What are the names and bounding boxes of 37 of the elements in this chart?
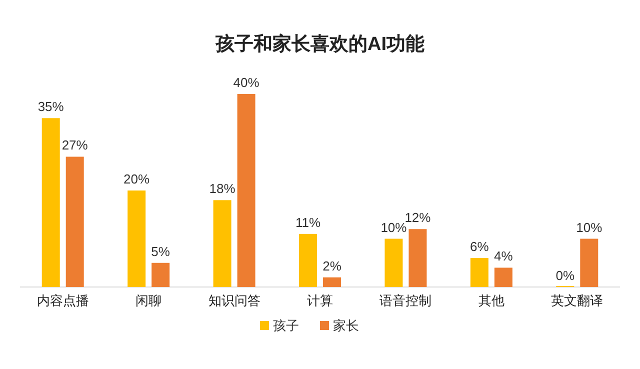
data-label: 18% <box>209 181 236 196</box>
bar <box>128 190 146 287</box>
chart-title: 孩子和家长喜欢的AI功能 <box>214 33 424 55</box>
bar <box>152 262 170 287</box>
data-label: 6% <box>470 239 490 254</box>
data-label: 40% <box>233 75 260 90</box>
bar <box>299 234 317 287</box>
bar <box>66 156 84 287</box>
bar <box>384 238 403 287</box>
data-label: 11% <box>295 214 321 230</box>
bar <box>580 238 598 287</box>
bar <box>494 268 512 287</box>
legend-label: 家长 <box>333 318 359 333</box>
bar <box>237 94 256 287</box>
bar <box>323 277 341 287</box>
x-tick-label: 其他 <box>478 293 504 308</box>
x-tick-label: 计算 <box>307 293 333 308</box>
x-tick-label: 英文翻译 <box>551 293 604 308</box>
x-tick-label: 语音控制 <box>380 293 432 308</box>
x-tick-label: 内容点播 <box>36 293 89 308</box>
bar <box>470 258 488 287</box>
data-label: 20% <box>124 172 150 186</box>
data-label: 35% <box>38 99 64 114</box>
bar <box>42 118 60 287</box>
bar <box>213 200 232 287</box>
bar <box>408 229 427 287</box>
data-label: 4% <box>494 248 514 264</box>
data-label: 2% <box>322 258 342 274</box>
data-label: 0% <box>556 268 575 283</box>
data-label: 27% <box>62 138 88 153</box>
data-label: 10% <box>380 220 408 235</box>
x-tick-label: 闲聊 <box>136 293 162 308</box>
data-label: 12% <box>404 210 432 226</box>
legend-label: 孩子 <box>273 318 299 333</box>
x-tick-label: 知识问答 <box>208 293 260 308</box>
data-label: 5% <box>151 244 170 259</box>
data-label: 10% <box>576 220 603 235</box>
